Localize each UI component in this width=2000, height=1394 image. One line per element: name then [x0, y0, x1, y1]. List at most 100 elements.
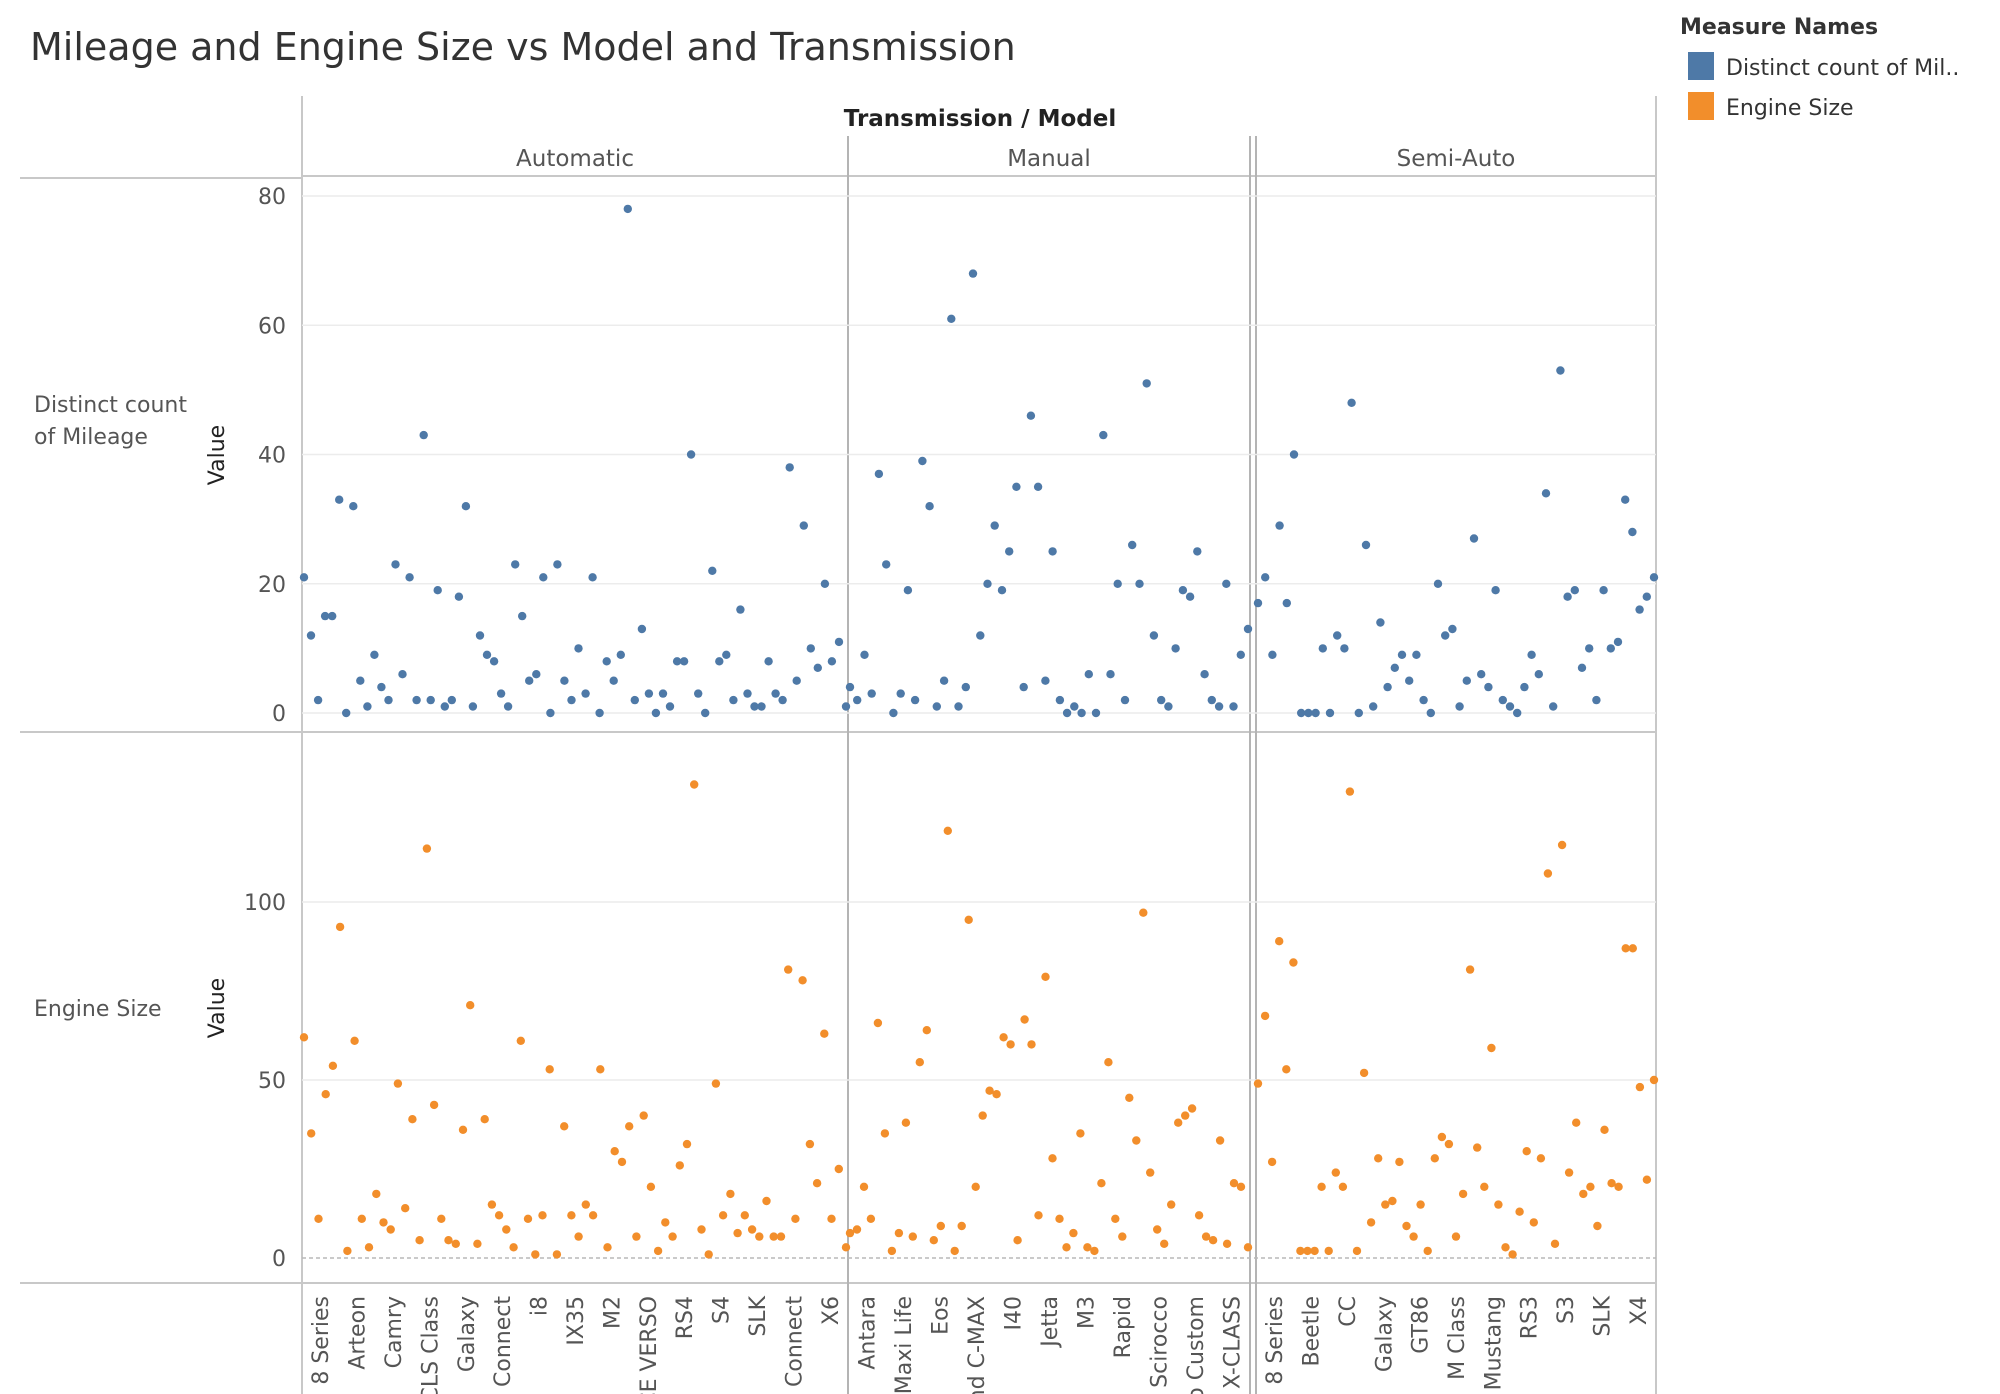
- data-point[interactable]: [971, 1182, 980, 1192]
- data-point[interactable]: [408, 1115, 417, 1124]
- data-point[interactable]: [473, 1239, 482, 1249]
- data-point[interactable]: [1412, 650, 1421, 659]
- data-point[interactable]: [1153, 1225, 1162, 1234]
- data-point[interactable]: [672, 657, 682, 666]
- data-point[interactable]: [711, 1079, 721, 1088]
- data-point[interactable]: [867, 689, 876, 698]
- data-point[interactable]: [925, 502, 934, 511]
- data-point[interactable]: [1097, 1179, 1106, 1188]
- data-point[interactable]: [1034, 1211, 1043, 1220]
- data-point[interactable]: [451, 1239, 460, 1249]
- data-point[interactable]: [1048, 1154, 1057, 1163]
- data-point[interactable]: [784, 965, 793, 974]
- data-point[interactable]: [482, 650, 492, 659]
- data-point[interactable]: [882, 560, 891, 569]
- data-point[interactable]: [475, 631, 485, 640]
- data-point[interactable]: [1070, 702, 1079, 711]
- data-point[interactable]: [1146, 1168, 1155, 1177]
- data-point[interactable]: [314, 1214, 323, 1224]
- data-point[interactable]: [834, 1164, 843, 1174]
- data-point[interactable]: [356, 676, 365, 685]
- data-point[interactable]: [726, 1189, 735, 1199]
- data-point[interactable]: [1019, 682, 1028, 692]
- data-point[interactable]: [812, 1179, 822, 1188]
- data-point[interactable]: [610, 1147, 619, 1156]
- data-point[interactable]: [1243, 624, 1253, 634]
- data-point[interactable]: [1324, 1246, 1333, 1256]
- data-point[interactable]: [328, 1061, 338, 1071]
- data-point[interactable]: [466, 1001, 475, 1010]
- data-point[interactable]: [1222, 579, 1231, 588]
- data-point[interactable]: [690, 780, 699, 789]
- data-point[interactable]: [307, 1129, 316, 1138]
- data-point[interactable]: [1635, 1082, 1645, 1092]
- data-point[interactable]: [896, 689, 905, 698]
- data-point[interactable]: [1243, 1243, 1253, 1252]
- data-point[interactable]: [873, 1018, 883, 1028]
- data-point[interactable]: [747, 1225, 757, 1234]
- data-point[interactable]: [1395, 1157, 1404, 1167]
- data-point[interactable]: [1020, 1015, 1029, 1024]
- data-point[interactable]: [1333, 631, 1342, 640]
- data-point[interactable]: [874, 469, 884, 479]
- data-point[interactable]: [398, 670, 407, 679]
- data-point[interactable]: [1599, 586, 1608, 595]
- data-point[interactable]: [1303, 1246, 1312, 1256]
- data-point[interactable]: [1397, 650, 1407, 659]
- data-point[interactable]: [1167, 1200, 1176, 1209]
- data-point[interactable]: [1013, 1236, 1022, 1245]
- data-point[interactable]: [1128, 540, 1137, 550]
- data-point[interactable]: [546, 708, 555, 718]
- data-point[interactable]: [1563, 592, 1572, 601]
- data-point[interactable]: [922, 1026, 931, 1035]
- data-point[interactable]: [1194, 1211, 1204, 1220]
- data-point[interactable]: [1570, 586, 1580, 595]
- data-point[interactable]: [1215, 1136, 1225, 1145]
- data-point[interactable]: [841, 702, 851, 711]
- data-point[interactable]: [1437, 1132, 1447, 1142]
- data-point[interactable]: [306, 631, 316, 640]
- data-point[interactable]: [496, 689, 506, 698]
- data-point[interactable]: [799, 521, 808, 530]
- data-point[interactable]: [1354, 708, 1364, 718]
- data-point[interactable]: [950, 1246, 959, 1256]
- data-point[interactable]: [813, 663, 822, 672]
- data-point[interactable]: [1296, 1246, 1305, 1256]
- data-point[interactable]: [1012, 482, 1021, 491]
- data-point[interactable]: [755, 1232, 764, 1241]
- data-point[interactable]: [393, 1079, 403, 1088]
- data-point[interactable]: [391, 560, 400, 569]
- data-point[interactable]: [1229, 1179, 1239, 1188]
- legend[interactable]: Measure Names Distinct count of Mil.. En…: [1680, 15, 1959, 121]
- data-point[interactable]: [704, 1250, 713, 1259]
- data-point[interactable]: [1606, 644, 1616, 653]
- data-point[interactable]: [1520, 682, 1529, 692]
- data-point[interactable]: [1207, 695, 1217, 705]
- data-point[interactable]: [733, 1228, 742, 1238]
- data-point[interactable]: [841, 1243, 851, 1252]
- data-point[interactable]: [665, 702, 675, 711]
- data-point[interactable]: [682, 1139, 692, 1149]
- data-point[interactable]: [764, 657, 773, 666]
- data-point[interactable]: [785, 463, 794, 472]
- data-point[interactable]: [1164, 702, 1173, 711]
- data-point[interactable]: [668, 1232, 677, 1241]
- data-point[interactable]: [750, 702, 759, 711]
- data-point[interactable]: [1106, 670, 1115, 679]
- data-point[interactable]: [718, 1211, 728, 1220]
- data-point[interactable]: [588, 573, 597, 582]
- data-point[interactable]: [1491, 586, 1500, 595]
- data-point[interactable]: [778, 695, 787, 705]
- data-point[interactable]: [574, 1232, 583, 1241]
- data-point[interactable]: [1149, 631, 1159, 640]
- data-point[interactable]: [429, 1100, 439, 1110]
- data-point[interactable]: [1331, 1168, 1341, 1177]
- data-point[interactable]: [679, 657, 689, 666]
- data-point[interactable]: [968, 269, 978, 278]
- data-point[interactable]: [771, 689, 780, 698]
- data-point[interactable]: [1132, 1136, 1141, 1145]
- data-point[interactable]: [1340, 644, 1349, 653]
- data-point[interactable]: [791, 1214, 800, 1224]
- data-point[interactable]: [377, 682, 386, 692]
- data-point[interactable]: [675, 1161, 684, 1170]
